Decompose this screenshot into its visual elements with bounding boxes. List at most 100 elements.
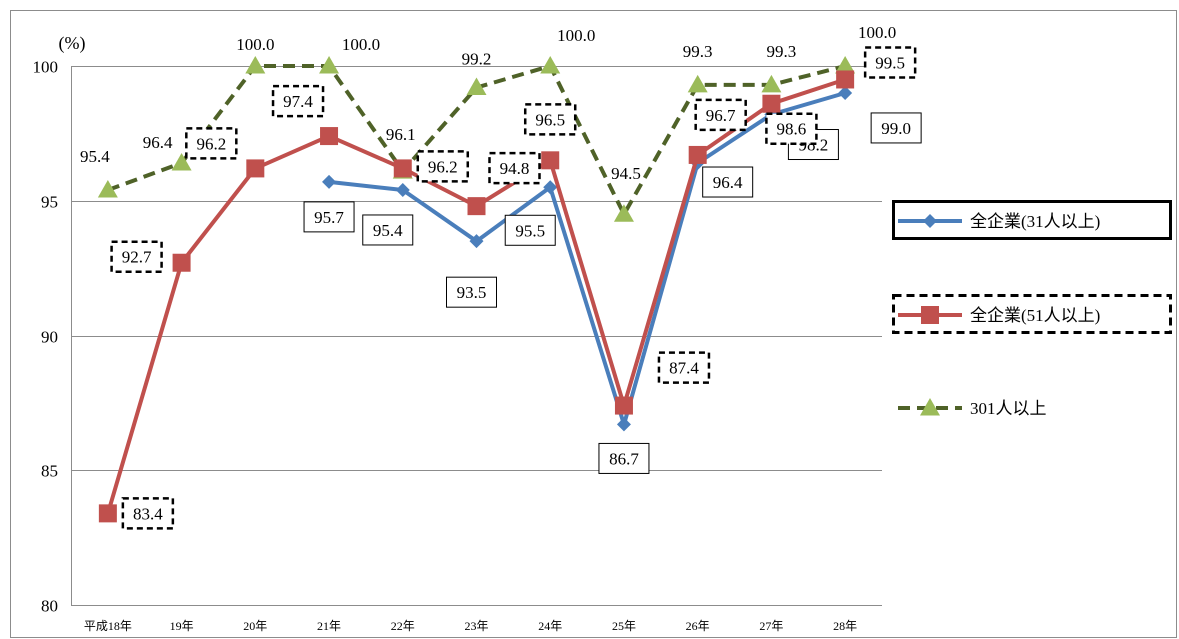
data-label-2-8: 99.3 <box>683 42 713 61</box>
x-tick-label: 平成18年 <box>84 619 132 633</box>
legend-label: 301人以上 <box>970 399 1047 418</box>
data-point-2-6 <box>540 56 561 74</box>
chart-outer-border <box>10 10 1177 638</box>
data-label-text: 99.3 <box>683 42 713 61</box>
data-label-text: 95.4 <box>80 147 110 166</box>
data-label-box <box>765 112 818 145</box>
x-tick-label: 27年 <box>759 619 783 633</box>
data-point-1-8 <box>688 145 707 164</box>
x-tick-label: 21年 <box>317 619 341 633</box>
data-point-2-2 <box>245 56 266 74</box>
data-label-1-8: 96.7 <box>694 98 747 132</box>
data-label-text: 83.4 <box>133 504 163 523</box>
data-label-1-9: 98.6 <box>765 112 818 145</box>
data-label-text: 95.7 <box>314 208 344 227</box>
data-point-0-10 <box>838 85 853 100</box>
x-tick-label: 23年 <box>464 619 488 633</box>
data-label-box <box>110 240 163 273</box>
data-label-text: 99.2 <box>462 50 492 69</box>
data-point-0-4 <box>395 182 410 197</box>
data-label-text: 87.4 <box>669 359 699 378</box>
data-label-box <box>523 103 577 136</box>
data-point-1-0 <box>98 504 117 523</box>
data-label-box <box>504 214 556 246</box>
data-labels-layer: 95.795.493.595.586.796.498.299.083.492.7… <box>80 23 922 530</box>
data-point-2-9 <box>761 74 782 93</box>
data-point-1-7 <box>614 396 633 415</box>
data-label-1-0: 83.4 <box>121 497 175 530</box>
data-point-1-9 <box>762 94 781 113</box>
x-tick-label: 26年 <box>686 619 710 633</box>
data-point-2-10 <box>835 56 856 74</box>
data-point-2-7 <box>613 204 634 222</box>
data-label-1-5: 94.8 <box>488 151 541 185</box>
data-label-box <box>446 276 497 308</box>
data-label-text: 98.6 <box>777 120 807 139</box>
data-label-1-4: 96.2 <box>416 150 470 183</box>
data-label-0-7: 86.7 <box>598 442 650 474</box>
data-point-0-3 <box>322 174 337 189</box>
x-tick-label: 20年 <box>243 619 267 633</box>
x-tick-labels: 平成18年 19年 20年 21年 22年 23年 24年 25年 26年 27年 28年 <box>84 619 857 633</box>
x-tick-label: 28年 <box>833 619 857 633</box>
data-point-1-5 <box>467 197 486 216</box>
data-label-0-4: 95.4 <box>362 214 414 246</box>
data-label-text: 100.0 <box>236 35 274 54</box>
axes <box>71 66 882 606</box>
legend-item-2: 301人以上 <box>898 398 1047 418</box>
data-point-0-6 <box>543 180 558 195</box>
data-label-text: 95.4 <box>373 221 403 240</box>
data-label-box <box>271 84 325 118</box>
series-layer <box>97 56 856 523</box>
data-label-text: 100.0 <box>557 26 595 45</box>
data-label-box <box>870 112 922 144</box>
data-label-text: 96.1 <box>386 125 416 144</box>
data-label-2-3: 100.0 <box>342 35 380 54</box>
data-label-box <box>121 497 175 530</box>
data-label-text: 99.5 <box>875 53 905 72</box>
legend-item-0: 全企業(31人以上) <box>898 212 1100 231</box>
y-tick-label: 100 <box>33 58 59 77</box>
legend-item-1: 全企業(51人以上) <box>898 306 1100 325</box>
data-point-2-3 <box>319 56 340 74</box>
data-label-2-9: 99.3 <box>767 42 797 61</box>
data-label-box <box>598 442 650 474</box>
data-label-text: 86.7 <box>609 449 639 468</box>
x-tick-label: 22年 <box>391 619 415 633</box>
legend-label: 全企業(51人以上) <box>970 306 1100 325</box>
data-label-text: 93.5 <box>457 283 487 302</box>
data-label-box <box>488 151 541 185</box>
data-label-0-3: 95.7 <box>303 201 355 233</box>
series-line-0 <box>328 91 846 427</box>
data-label-1-3: 97.4 <box>271 84 325 118</box>
data-point-1-10 <box>836 70 855 89</box>
data-label-box <box>362 214 414 246</box>
data-label-text: 99.0 <box>881 119 911 138</box>
data-label-1-1: 92.7 <box>110 240 163 273</box>
data-label-0-10: 99.0 <box>870 112 922 144</box>
legend-swatch-marker <box>920 398 940 416</box>
y-tick-labels: 80 85 90 95 100 <box>33 58 59 616</box>
legend-swatch-marker <box>923 214 937 228</box>
data-label-text: 96.7 <box>706 106 736 125</box>
data-label-text: 94.8 <box>500 159 530 178</box>
data-label-0-8: 96.4 <box>702 166 754 198</box>
data-label-2-0: 95.4 <box>80 147 110 166</box>
y-tick-label: 90 <box>41 328 58 347</box>
data-label-1-2: 96.2 <box>185 127 238 160</box>
data-label-text: 92.7 <box>122 248 152 267</box>
data-point-2-5 <box>466 77 487 96</box>
y-axis-unit-label: (%) <box>59 33 86 54</box>
data-label-0-6: 95.5 <box>504 214 556 246</box>
data-label-box <box>416 150 470 183</box>
x-tick-label: 24年 <box>538 619 562 633</box>
data-point-0-5 <box>469 234 484 249</box>
data-label-2-2: 100.0 <box>236 35 274 54</box>
data-label-text: 96.5 <box>535 110 565 129</box>
legend-swatch-marker <box>921 306 939 324</box>
data-point-1-3 <box>320 127 339 146</box>
data-label-box <box>657 351 711 384</box>
data-label-text: 96.4 <box>713 173 743 192</box>
data-label-1-10: 99.5 <box>863 46 917 79</box>
